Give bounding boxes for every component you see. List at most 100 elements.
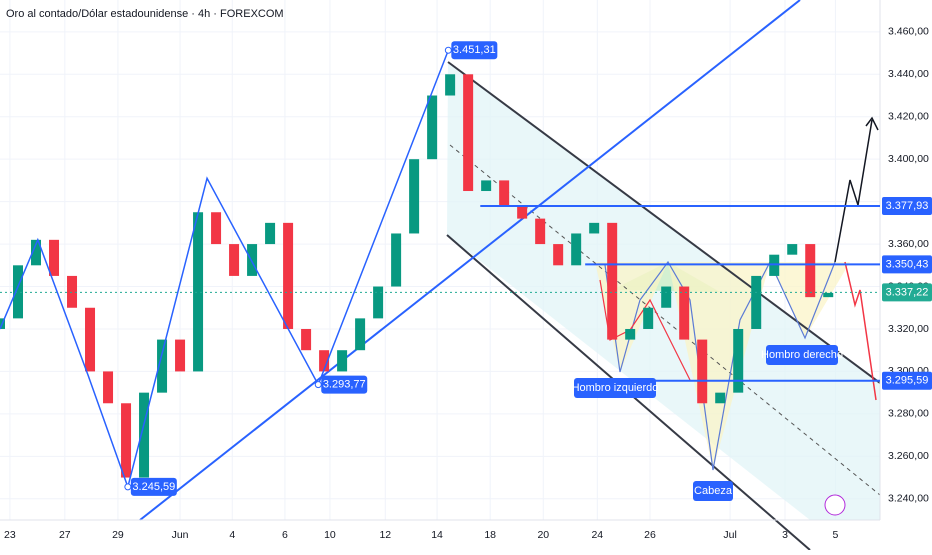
alert-icon[interactable]	[824, 494, 846, 516]
candle	[49, 239, 60, 276]
pivot-badge	[451, 41, 498, 60]
annotation-box	[693, 481, 733, 501]
pivot-label: 3.451,31	[453, 44, 496, 56]
arrow-head	[865, 116, 879, 131]
pivot	[124, 483, 132, 491]
y-tick-label: 3.260,00	[888, 450, 929, 462]
candle	[13, 265, 24, 319]
x-tick-label: 12	[379, 529, 391, 541]
x-tick-label: 18	[484, 529, 496, 541]
candle	[715, 392, 726, 404]
candle	[319, 350, 330, 372]
x-tick-label: 10	[324, 529, 336, 541]
candle	[139, 392, 150, 478]
x-tick-label: 20	[537, 529, 549, 541]
candle	[121, 403, 132, 478]
price-badge	[882, 371, 932, 390]
candle	[193, 212, 204, 372]
y-tick-label: 3.400,00	[888, 153, 929, 165]
candle	[787, 244, 798, 255]
candle	[301, 328, 312, 351]
price-badge-label: 3.337,22	[886, 286, 929, 298]
candle	[175, 339, 186, 372]
y-tick-label: 3.460,00	[888, 26, 929, 38]
candle	[661, 286, 672, 308]
y-tick-label: 3.240,00	[888, 493, 929, 505]
arrow-up	[834, 119, 873, 263]
x-tick-label: Jun	[172, 529, 189, 541]
y-tick-label: 3.280,00	[888, 408, 929, 420]
candle	[67, 275, 78, 308]
y-tick-label: 3.360,00	[888, 238, 929, 250]
x-tick-label: 14	[431, 529, 443, 541]
arrow-down	[844, 261, 877, 401]
y-tick-label: 3.440,00	[888, 68, 929, 80]
candle	[553, 244, 564, 266]
annotation: Hombro derecho	[761, 349, 843, 361]
pivot-label: 3.293,77	[323, 379, 366, 391]
candle	[589, 222, 600, 234]
candle	[679, 286, 690, 340]
x-tick-label: 5	[833, 529, 839, 541]
price-badge	[882, 255, 932, 274]
candle	[85, 307, 96, 372]
x-tick-label: 26	[644, 529, 656, 541]
candle	[535, 218, 546, 245]
x-tick-label: 3	[782, 529, 788, 541]
x-tick-label: 23	[4, 529, 16, 541]
chart-title: Oro al contado/Dólar estadounidense · 4h…	[6, 8, 284, 20]
annotation-box	[766, 345, 838, 365]
candle	[643, 307, 654, 329]
candle	[265, 222, 276, 245]
pivot-badge	[321, 375, 368, 394]
candle	[445, 74, 456, 96]
candle	[427, 95, 438, 160]
candle	[805, 244, 816, 298]
candle	[823, 292, 834, 298]
candle	[157, 339, 168, 393]
candle	[751, 275, 762, 329]
candle	[31, 239, 42, 266]
candle	[355, 318, 366, 351]
x-tick-label: 6	[282, 529, 288, 541]
x-tick-label: 24	[591, 529, 603, 541]
price-badge-label: 3.377,93	[886, 200, 929, 212]
candle	[211, 212, 222, 245]
candle	[283, 222, 294, 329]
candle	[481, 180, 492, 192]
candle	[373, 286, 384, 319]
candle	[625, 328, 636, 340]
candle	[103, 371, 114, 404]
pivot	[444, 46, 452, 54]
x-tick-label: 29	[112, 529, 124, 541]
annotation-box	[574, 378, 656, 398]
x-tick-label: 4	[229, 529, 235, 541]
x-tick-label: Jul	[723, 529, 736, 541]
price-badge-label: 3.350,43	[886, 258, 929, 270]
price-badge	[882, 283, 932, 302]
y-tick-label: 3.320,00	[888, 323, 929, 335]
annotation: Hombro izquierdo	[572, 382, 659, 394]
candle	[697, 339, 708, 404]
zigzag	[0, 50, 450, 490]
x-tick-label: 27	[59, 529, 71, 541]
pivot	[314, 381, 322, 389]
candle	[337, 350, 348, 372]
y-tick-label: 3.420,00	[888, 111, 929, 123]
candle	[391, 233, 402, 287]
candle	[733, 328, 744, 393]
pivot-label: 3.245,59	[132, 481, 175, 493]
candle	[571, 233, 582, 266]
trend-line	[139, 0, 801, 521]
candle	[517, 205, 528, 219]
candle	[499, 180, 510, 206]
price-badge-label: 3.295,59	[886, 375, 929, 387]
candle	[247, 244, 258, 276]
pattern-fill	[595, 262, 850, 470]
pivot-badge	[130, 477, 177, 496]
price-badge	[882, 197, 932, 216]
annotation: Cabeza	[694, 485, 733, 497]
candle	[607, 222, 618, 340]
candle	[229, 244, 240, 276]
